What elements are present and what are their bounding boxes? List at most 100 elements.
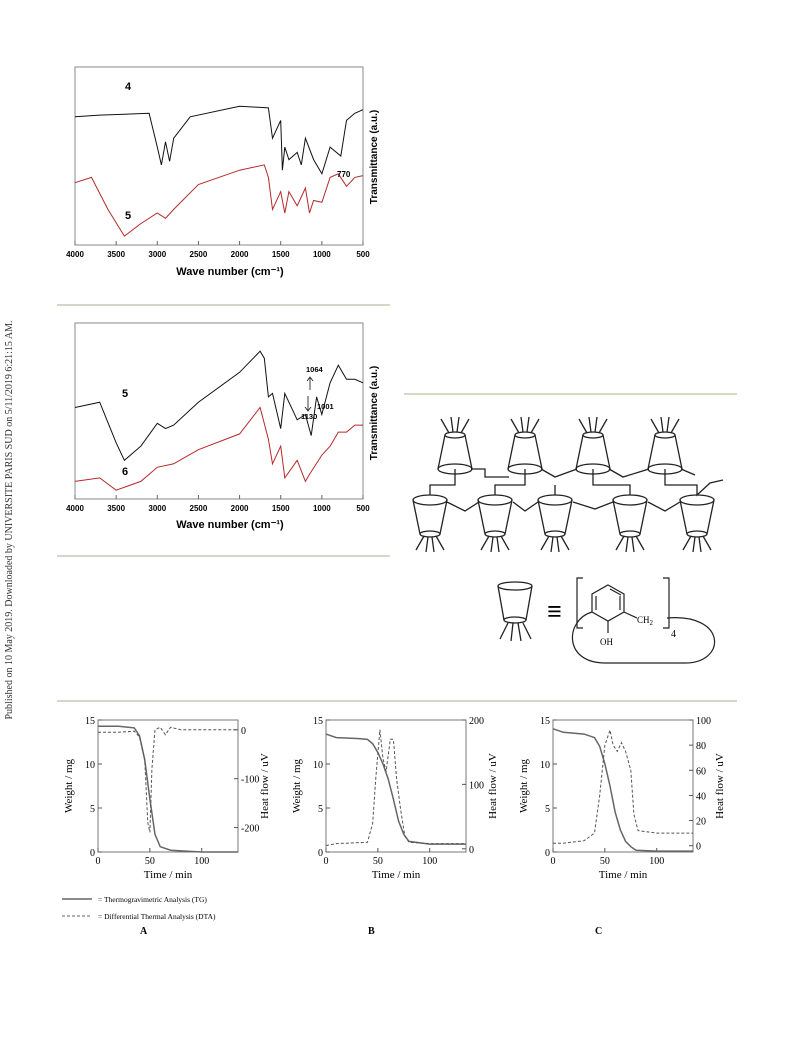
- calixarene-polymer-scheme: ≡ OH CH2 4: [412, 416, 724, 664]
- tga-y-tick-label: 10: [540, 760, 550, 771]
- tga-panel-letter: C: [595, 926, 602, 937]
- tga-tg-curve: [552, 728, 693, 852]
- ir2-x-tick-label: 2000: [231, 504, 249, 513]
- tga-panel-B: 0 50 100 0 5 10 15 0 100 200 Time / min Weight / mg…: [291, 716, 499, 937]
- ir2-y-axis-label: Transmittance (a.u.): [369, 366, 380, 460]
- ir1-y-axis-label: Transmittance (a.u.): [369, 110, 380, 204]
- tga-dta-curve: [325, 729, 466, 847]
- tga-y2-tick-label: 60: [696, 766, 706, 777]
- repeat-count: 4: [671, 629, 676, 640]
- tga-panel-letter: A: [140, 926, 148, 937]
- ir2-annotation-1001: 1001: [317, 402, 334, 411]
- tga-y2-axis-label: Heat flow / uV: [259, 753, 271, 819]
- ir2-x-tick-label: 1500: [272, 504, 290, 513]
- tga-x-tick-label: 100: [649, 856, 664, 867]
- ir2-arrow-down: [304, 396, 312, 412]
- ir2-label-6: 6: [122, 466, 128, 478]
- tga-dta-curve: [98, 726, 238, 833]
- tga-y-tick-label: 15: [85, 716, 95, 727]
- ch2-label: CH2: [637, 615, 654, 627]
- tga-x-axis-label: Time / min: [144, 869, 193, 881]
- tga-frame: [552, 719, 694, 853]
- tga-x-tick-label: 50: [373, 856, 383, 867]
- tga-y-tick-label: 0: [318, 848, 323, 859]
- tga-x-tick-label: 100: [422, 856, 437, 867]
- ir1-x-tick-label: 3500: [107, 250, 125, 259]
- download-watermark: Published on 10 May 2019. Downloaded by …: [4, 0, 20, 1039]
- tga-x-axis-label: Time / min: [372, 869, 421, 881]
- tga-y2-tick-label: 0: [241, 726, 246, 737]
- tga-y2-tick-label: 20: [696, 817, 706, 828]
- ir1-label-5: 5: [125, 210, 131, 222]
- tga-y-tick-label: 15: [313, 716, 323, 727]
- tga-tg-curve: [98, 725, 238, 853]
- tga-x-tick-label: 0: [551, 856, 556, 867]
- tga-y-tick-label: 5: [545, 804, 550, 815]
- ir1-x-tick-label: 2000: [231, 250, 249, 259]
- ir1-trace-5: [74, 164, 364, 237]
- divider-1: [57, 304, 390, 306]
- tga-y-axis-label: Weight / mg: [63, 758, 75, 813]
- tga-y2-tick-label: 100: [469, 780, 484, 791]
- tga-y2-tick-label: 80: [696, 741, 706, 752]
- ir2-label-5: 5: [122, 388, 128, 400]
- ir2-annotation-1130: 1130: [301, 412, 317, 421]
- ir1-x-tick-label: 4000: [66, 250, 84, 259]
- tga-y-tick-label: 10: [313, 760, 323, 771]
- tga-frame: [325, 719, 467, 853]
- calixarene-cup-symbol: [497, 581, 533, 642]
- ir1-x-axis-label: Wave number (cm⁻¹): [176, 266, 284, 278]
- ir1-x-tick-label: 1000: [313, 250, 331, 259]
- ir-spectrum-figure-1: 4000 3500 3000 2500 2000 1500 1000 500 4 5 770 …: [66, 66, 380, 278]
- ir1-x-tick-label: 500: [356, 250, 370, 259]
- tga-panel-letter: B: [368, 926, 375, 937]
- legend-dta-text: = Differential Thermal Analysis (DTA): [98, 912, 216, 921]
- tga-dta-curve: [553, 728, 693, 844]
- tga-y-tick-label: 10: [85, 760, 95, 771]
- ir2-arrow-up: [306, 376, 314, 390]
- tga-y-tick-label: 0: [90, 848, 95, 859]
- divider-4: [57, 700, 737, 702]
- tga-y2-tick-label: 0: [696, 842, 701, 853]
- divider-2: [57, 555, 390, 557]
- ir2-trace-5: [74, 350, 364, 462]
- equivalence-sign: ≡: [547, 597, 562, 626]
- tga-x-tick-label: 0: [324, 856, 329, 867]
- ir2-frame: [74, 322, 364, 500]
- ir2-x-axis-label: Wave number (cm⁻¹): [176, 519, 284, 531]
- tga-y-tick-label: 5: [90, 804, 95, 815]
- ir1-x-tick-label: 3000: [148, 250, 166, 259]
- ir1-trace-4: [74, 105, 364, 176]
- ir1-annotation-770: 770: [337, 170, 351, 179]
- ir2-annotation-1064: 1064: [306, 365, 324, 374]
- tga-y2-tick-label: 0: [469, 845, 474, 856]
- oh-label: OH: [600, 637, 613, 647]
- tga-y-tick-label: 5: [318, 804, 323, 815]
- tga-y-axis-label: Weight / mg: [518, 758, 530, 813]
- ir1-label-4: 4: [125, 81, 132, 93]
- tga-panel-A: 0 50 100 0 5 10 15 0 -100 -200 Time / min Weight / …: [63, 716, 271, 937]
- ir2-trace-6: [74, 406, 363, 491]
- tga-x-tick-label: 0: [96, 856, 101, 867]
- ir1-x-tick-label: 1500: [272, 250, 290, 259]
- tga-y2-tick-label: -200: [241, 824, 259, 835]
- tga-y2-tick-label: 40: [696, 791, 706, 802]
- ir2-x-tick-label: 1000: [313, 504, 331, 513]
- tga-y-tick-label: 15: [540, 716, 550, 727]
- ir1-x-tick-label: 2500: [190, 250, 208, 259]
- tga-tg-curve: [325, 733, 466, 845]
- tga-y-axis-label: Weight / mg: [291, 758, 303, 813]
- tga-x-axis-label: Time / min: [599, 869, 648, 881]
- tga-y2-axis-label: Heat flow / uV: [487, 753, 499, 819]
- ir2-x-tick-label: 500: [356, 504, 370, 513]
- ir1-frame: [74, 66, 364, 246]
- tga-x-tick-label: 50: [600, 856, 610, 867]
- tga-x-tick-label: 50: [145, 856, 155, 867]
- ir-spectrum-figure-2: 4000 3500 3000 2500 2000 1500 1000 500 5 6 1064…: [66, 322, 380, 531]
- tga-y-tick-label: 0: [545, 848, 550, 859]
- ir2-x-tick-label: 4000: [66, 504, 84, 513]
- tga-x-tick-label: 100: [194, 856, 209, 867]
- download-note: Published on 10 May 2019. Downloaded by …: [4, 320, 15, 720]
